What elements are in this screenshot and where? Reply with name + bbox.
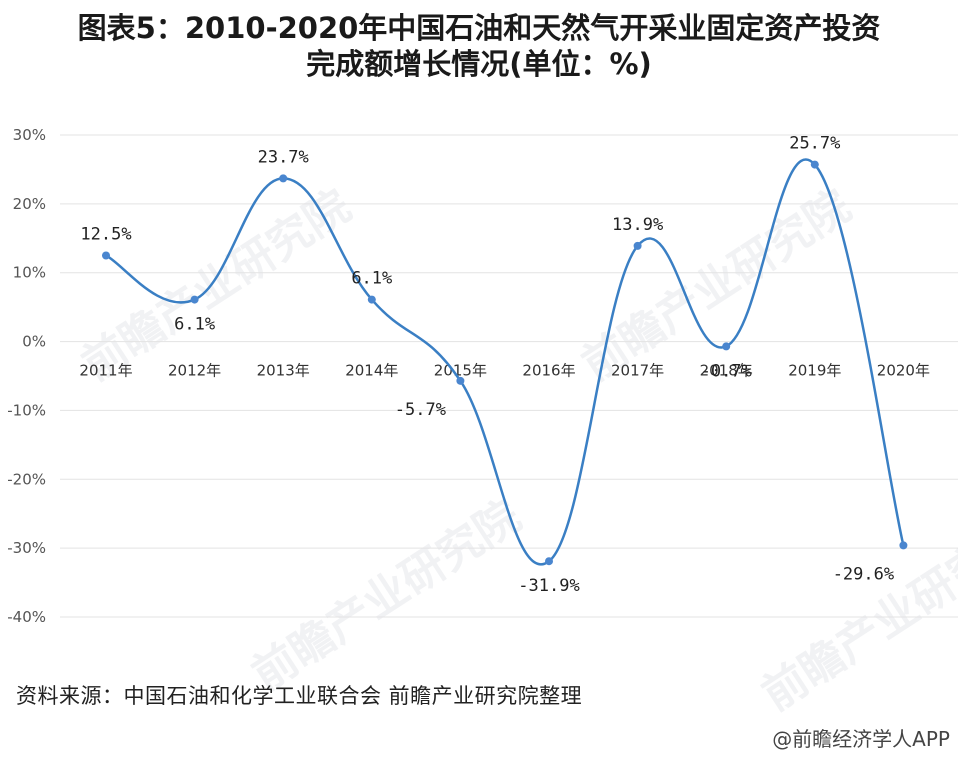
footer-credit: @前瞻经济学人APP: [772, 727, 950, 751]
data-label: 6.1%: [174, 315, 215, 335]
x-tick-label: 2018年: [700, 362, 753, 380]
chart-title-line1: 图表5：2010-2020年中国石油和天然气开采业固定资产投资: [77, 11, 881, 45]
y-axis: 30% 20% 10% 0% -10% -20% -30% -40%: [7, 126, 46, 626]
y-tick-label: -40%: [7, 608, 46, 626]
data-label: 25.7%: [789, 134, 840, 154]
data-label: -31.9%: [518, 576, 579, 596]
x-tick-label: 2014年: [345, 362, 398, 380]
data-point: [722, 342, 731, 351]
chart-title-line2: 完成额增长情况(单位：%): [306, 47, 652, 81]
x-tick-label: 2011年: [79, 362, 132, 380]
y-tick-label: -30%: [7, 539, 46, 557]
x-tick-label: 2020年: [877, 362, 930, 380]
data-label: 12.5%: [80, 225, 131, 245]
y-tick-label: 20%: [13, 195, 46, 213]
data-point: [810, 160, 819, 169]
data-point: [456, 376, 465, 385]
source-note: 资料来源：中国石油和化学工业联合会 前瞻产业研究院整理: [16, 684, 583, 708]
data-point: [102, 251, 110, 260]
y-tick-label: -20%: [7, 470, 46, 488]
data-point: [279, 174, 288, 183]
data-label: 6.1%: [351, 269, 392, 289]
x-tick-label: 2012年: [168, 362, 221, 380]
x-axis: 2011年 2012年 2013年 2014年 2015年 2016年 2017年 2018年…: [79, 362, 930, 380]
x-tick-label: 2013年: [257, 362, 310, 380]
data-point: [545, 557, 553, 566]
data-point: [190, 295, 199, 304]
data-points: [102, 160, 908, 566]
grid-lines: [60, 134, 958, 618]
data-label: 13.9%: [612, 215, 663, 235]
data-label: -29.6%: [833, 564, 894, 584]
x-tick-label: 2015年: [434, 362, 487, 380]
series-line: [105, 158, 905, 566]
x-tick-label: 2019年: [788, 362, 841, 380]
data-point: [899, 541, 908, 550]
data-labels: 12.5%6.1%23.7%6.1%-5.7%-31.9%13.9%-0.7%2…: [80, 134, 894, 597]
y-tick-label: 10%: [13, 264, 46, 282]
data-point: [633, 241, 642, 250]
y-tick-label: 0%: [22, 333, 46, 351]
y-tick-label: 30%: [13, 126, 46, 144]
data-label: 23.7%: [258, 147, 309, 167]
data-label: -0.7%: [701, 361, 752, 381]
data-point: [367, 295, 376, 304]
y-tick-label: -10%: [7, 401, 46, 419]
data-label: -5.7%: [395, 400, 446, 420]
x-tick-label: 2016年: [522, 362, 575, 380]
x-tick-label: 2017年: [611, 362, 664, 380]
